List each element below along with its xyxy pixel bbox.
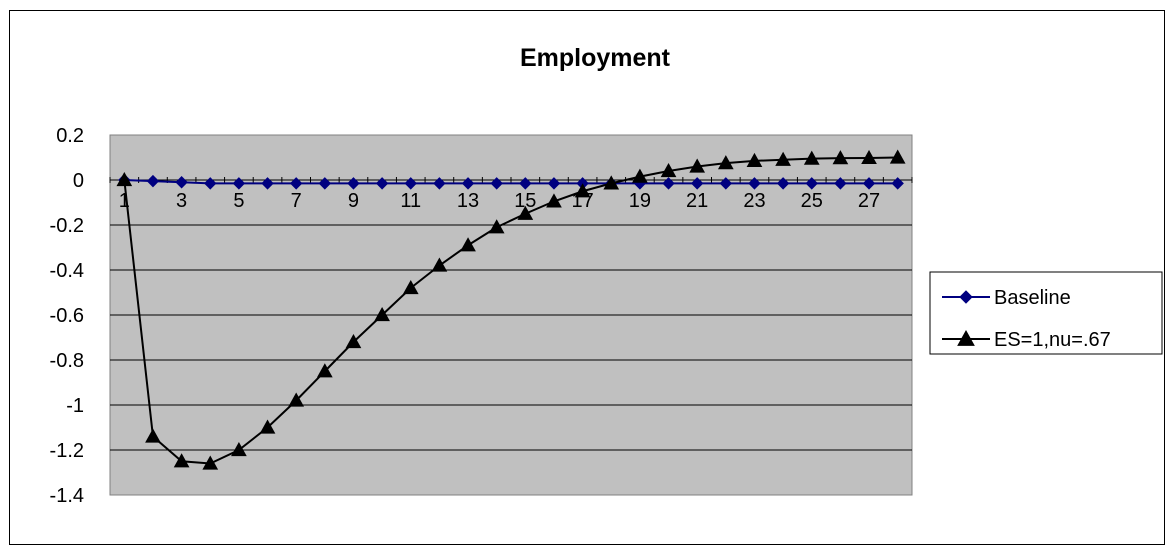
triangle-marker: [517, 205, 534, 220]
diamond-marker: [690, 177, 704, 190]
diamond-marker: [776, 177, 790, 190]
legend-label: Baseline: [994, 287, 1071, 309]
x-axis: [109, 177, 913, 183]
legend-label: ES=1,nu=.67: [994, 329, 1111, 351]
chart-title: Employment: [520, 44, 671, 72]
triangle-marker: [603, 175, 620, 190]
diamond-marker: [261, 177, 274, 190]
diamond-marker: [375, 177, 389, 190]
triangle-marker: [832, 150, 849, 165]
diamond-marker: [433, 177, 446, 190]
y-tick-label: -1.2: [50, 440, 84, 462]
diamond-marker: [891, 177, 904, 190]
diamond-marker: [862, 177, 876, 190]
y-tick-label: -1.4: [50, 485, 84, 507]
triangle-marker: [316, 363, 333, 378]
triangle-marker: [861, 149, 877, 165]
diamond-marker: [834, 177, 847, 190]
triangle-marker: [957, 329, 975, 346]
triangle-marker: [574, 183, 591, 198]
triangle-marker: [546, 193, 562, 208]
x-tick-label: 7: [291, 190, 302, 212]
triangle-marker: [460, 237, 476, 252]
x-tick-label: 27: [858, 190, 880, 212]
x-tick-label: 13: [457, 190, 479, 212]
diamond-marker: [461, 177, 475, 190]
diamond-marker: [347, 177, 360, 190]
diamond-marker: [175, 176, 188, 189]
x-tick-label: 15: [514, 190, 536, 212]
triangle-marker: [488, 219, 505, 234]
triangle-marker: [775, 151, 791, 166]
triangle-marker: [288, 392, 305, 407]
triangle-marker: [803, 150, 820, 165]
triangle-marker: [402, 279, 419, 295]
diamond-marker: [146, 174, 160, 188]
diamond-marker: [519, 177, 532, 190]
x-tick-label: 23: [743, 190, 765, 212]
triangle-marker: [889, 149, 906, 164]
triangle-marker: [632, 168, 648, 183]
x-tick-label: 1: [119, 190, 130, 212]
triangle-marker: [259, 419, 276, 434]
triangle-marker: [689, 158, 706, 173]
triangle-marker: [345, 333, 362, 349]
y-tick-label: 0.2: [56, 125, 84, 147]
x-tick-label: 21: [686, 190, 708, 212]
diamond-marker: [204, 177, 217, 190]
triangle-marker: [145, 428, 161, 443]
y-tick-label: -0.8: [50, 350, 84, 372]
triangle-marker: [116, 171, 133, 187]
diamond-marker: [232, 177, 246, 190]
x-tick-label: 25: [801, 190, 823, 212]
y-tick-label: -1: [66, 395, 84, 417]
legend: Baseline ES=1,nu=.67: [929, 271, 1163, 355]
x-tick-label: 5: [233, 190, 244, 212]
legend-item: Baseline: [942, 287, 1071, 309]
diamond-marker: [318, 177, 332, 190]
diamond-marker: [662, 177, 675, 190]
x-tick-label: 11: [400, 190, 421, 212]
series-es1-nu067: [116, 149, 906, 470]
triangle-marker: [660, 162, 677, 178]
triangle-marker: [717, 155, 734, 170]
triangle-marker: [173, 453, 190, 468]
diamond-marker: [959, 290, 973, 304]
triangle-marker: [746, 152, 763, 167]
triangle-marker: [231, 441, 247, 457]
diamond-marker: [490, 177, 503, 190]
y-tick-label: 0: [73, 170, 84, 192]
triangle-marker: [374, 306, 390, 322]
x-tick-label: 19: [629, 190, 651, 212]
diamond-marker: [748, 177, 761, 190]
gridlines: [110, 179, 912, 451]
series-line: [124, 179, 898, 185]
x-tick-label: 3: [176, 190, 187, 212]
y-tick-label: -0.4: [50, 260, 84, 282]
diamond-marker: [805, 177, 818, 190]
diamond-marker: [719, 177, 733, 190]
y-tick-label: -0.6: [50, 305, 84, 327]
triangle-marker: [202, 455, 219, 470]
legend-item: ES=1,nu=.67: [942, 329, 1111, 351]
series-lines: [116, 149, 906, 470]
diamond-marker: [289, 177, 303, 190]
x-axis-tick-labels: 1 3 5 7 9 11 13 15 17 19 21 23 25 27: [119, 190, 880, 212]
series-line: [123, 156, 898, 465]
y-axis-tick-labels: 0.2 0 -0.2 -0.4 -0.6 -0.8 -1 -1.2 -1.4: [50, 125, 84, 507]
diamond-marker: [547, 177, 561, 190]
y-tick-label: -0.2: [50, 215, 84, 237]
diamond-marker: [404, 177, 417, 190]
x-tick-label: 9: [348, 190, 359, 212]
triangle-marker: [431, 257, 448, 272]
